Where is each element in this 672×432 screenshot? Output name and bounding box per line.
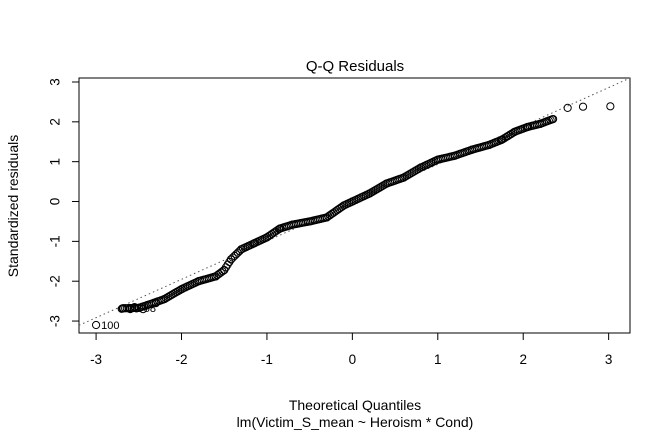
y-tick-label: 3 bbox=[48, 78, 63, 86]
y-axis-title: Standardized residuals bbox=[5, 135, 21, 277]
x-tick-label: -3 bbox=[90, 352, 102, 367]
model-formula: lm(Victim_S_mean ~ Heroism * Cond) bbox=[237, 414, 474, 430]
y-tick-label: -1 bbox=[48, 235, 63, 247]
residual-point bbox=[563, 103, 572, 112]
residual-point bbox=[138, 304, 148, 314]
x-tick-label: 2 bbox=[519, 352, 527, 367]
residual-point bbox=[126, 304, 135, 314]
x-axis-title: Theoretical Quantiles bbox=[289, 397, 421, 413]
x-tick-label: 3 bbox=[605, 352, 613, 367]
y-tick-label: 1 bbox=[48, 158, 63, 166]
y-tick-label: 2 bbox=[48, 118, 63, 126]
point-annotations: 100 39 58 bbox=[101, 303, 156, 332]
outlier-label: 58 bbox=[144, 303, 156, 315]
outlier-label: 100 bbox=[101, 320, 119, 332]
x-tick-label: -1 bbox=[261, 352, 273, 367]
x-tick-label: 1 bbox=[434, 352, 442, 367]
residual-point bbox=[606, 102, 615, 111]
residual-point bbox=[151, 299, 160, 308]
residual-point bbox=[130, 303, 139, 312]
x-axis: -3 -2 -1 0 1 2 3 bbox=[90, 333, 612, 367]
data-points bbox=[91, 102, 615, 330]
y-tick-label: -3 bbox=[48, 315, 63, 327]
residual-point bbox=[578, 102, 588, 111]
plot-title: Q-Q Residuals bbox=[306, 58, 404, 75]
x-tick-label: 0 bbox=[349, 352, 357, 367]
outlier-label: 39 bbox=[128, 303, 140, 315]
residual-point bbox=[548, 115, 557, 124]
y-tick-label: -2 bbox=[48, 275, 63, 287]
plot-frame bbox=[78, 77, 631, 334]
y-axis: -3 -2 -1 0 1 2 3 bbox=[48, 78, 79, 327]
y-tick-label: 0 bbox=[48, 198, 63, 206]
x-tick-label: -2 bbox=[176, 352, 188, 367]
residual-point bbox=[91, 320, 101, 330]
